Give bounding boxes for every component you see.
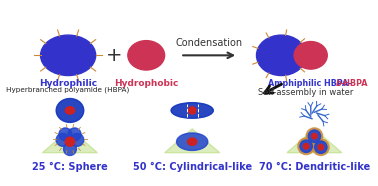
Polygon shape: [287, 129, 342, 153]
Ellipse shape: [308, 130, 321, 142]
Text: +: +: [106, 46, 122, 65]
Text: Hyperbranched polyamide (HBPA): Hyperbranched polyamide (HBPA): [6, 86, 130, 93]
Ellipse shape: [71, 133, 84, 146]
Ellipse shape: [294, 41, 327, 69]
Text: 70 °C: Dendritic-like: 70 °C: Dendritic-like: [259, 162, 370, 172]
Polygon shape: [42, 129, 98, 153]
Text: Self-assembly in water: Self-assembly in water: [257, 88, 353, 97]
Ellipse shape: [313, 139, 329, 155]
Ellipse shape: [40, 35, 96, 76]
Ellipse shape: [56, 99, 84, 122]
Ellipse shape: [128, 41, 164, 70]
Ellipse shape: [64, 143, 76, 155]
Text: b: b: [336, 79, 341, 88]
Ellipse shape: [65, 107, 74, 114]
Ellipse shape: [300, 140, 312, 153]
Ellipse shape: [298, 138, 314, 155]
Ellipse shape: [311, 133, 317, 139]
Ellipse shape: [59, 128, 72, 141]
Ellipse shape: [171, 103, 213, 118]
Ellipse shape: [304, 144, 309, 149]
Text: 25 °C: Sphere: 25 °C: Sphere: [32, 162, 108, 172]
Ellipse shape: [68, 128, 81, 141]
Ellipse shape: [177, 133, 208, 150]
Text: Amphiphilic HBPA-: Amphiphilic HBPA-: [268, 79, 352, 88]
Text: Hydrophobic: Hydrophobic: [114, 79, 178, 88]
Ellipse shape: [189, 107, 196, 114]
Ellipse shape: [306, 128, 323, 145]
Ellipse shape: [65, 137, 74, 146]
Text: Hydrophilic: Hydrophilic: [39, 79, 97, 88]
Ellipse shape: [257, 35, 306, 76]
Ellipse shape: [187, 138, 197, 145]
Ellipse shape: [314, 141, 327, 153]
Text: 50 °C: Cylindrical-like: 50 °C: Cylindrical-like: [133, 162, 252, 172]
Ellipse shape: [318, 145, 324, 150]
Ellipse shape: [56, 133, 69, 146]
Polygon shape: [164, 129, 220, 153]
Text: Condensation: Condensation: [175, 38, 242, 48]
Text: -HBPA: -HBPA: [341, 79, 369, 88]
